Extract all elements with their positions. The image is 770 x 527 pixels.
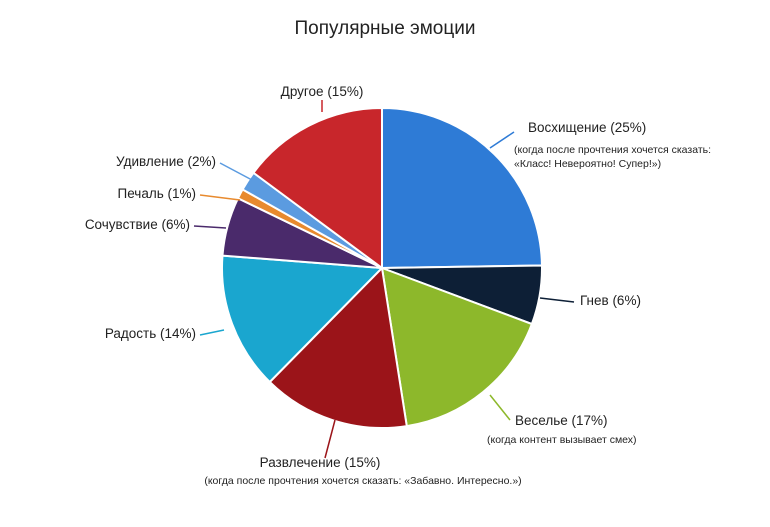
leader-line-3	[324, 419, 336, 459]
slice-label-3: Развлечение (15%)	[260, 455, 381, 470]
slice-label-8: Другое (15%)	[281, 84, 364, 99]
leader-line-0	[489, 131, 515, 149]
leader-line-5	[193, 225, 227, 229]
chart-title: Популярные эмоции	[294, 18, 476, 39]
slice-label-1: Гнев (6%)	[580, 293, 641, 308]
slice-label-6: Печаль (1%)	[118, 186, 196, 201]
leader-line-2	[489, 394, 511, 421]
slice-label-5: Сочувствие (6%)	[85, 217, 190, 232]
slice-sublabel-3-0: (когда после прочтения хочется сказать: …	[204, 475, 521, 487]
slice-label-0: Восхищение (25%)	[528, 120, 646, 135]
slice-sublabel-2-0: (когда контент вызывает смех)	[487, 434, 637, 446]
slice-sublabel-0-0: (когда после прочтения хочется сказать:	[514, 144, 711, 156]
leader-line-6	[199, 194, 241, 201]
leader-line-4	[199, 329, 225, 336]
slice-label-4: Радость (14%)	[105, 326, 196, 341]
leader-line-7	[219, 162, 253, 181]
leader-line-1	[539, 297, 575, 303]
slice-label-2: Веселье (17%)	[515, 413, 608, 428]
pie-slice-2	[380, 266, 534, 428]
pie-slice-0	[381, 106, 543, 270]
pie-slice-4	[221, 254, 385, 384]
slice-sublabel-0-1: «Класс! Невероятно! Супер!»)	[514, 158, 661, 170]
pie-slice-3	[268, 265, 408, 429]
pie-slice-8	[252, 106, 383, 270]
slice-label-7: Удивление (2%)	[116, 154, 216, 169]
